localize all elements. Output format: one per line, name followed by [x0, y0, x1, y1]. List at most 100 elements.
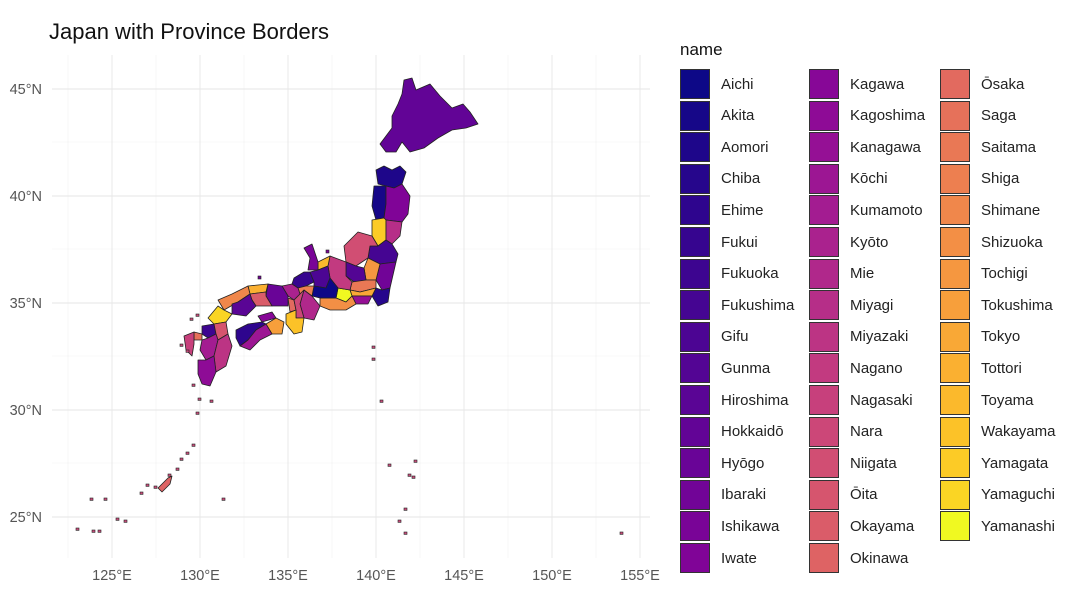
- legend-label: Miyagi: [850, 296, 894, 314]
- legend-swatch: [680, 258, 710, 289]
- legend-swatch: [940, 511, 970, 542]
- legend-label: Aichi: [721, 75, 754, 93]
- legend-swatch: [809, 416, 839, 447]
- legend-item: Saga: [940, 100, 1017, 131]
- legend-swatch: [940, 163, 970, 194]
- legend-item: Ehime: [680, 195, 764, 226]
- legend-item: Miyagi: [809, 290, 894, 321]
- legend-swatch: [940, 195, 970, 226]
- legend-label: Fukui: [721, 233, 758, 251]
- legend-label: Kumamoto: [850, 201, 923, 219]
- region-kochi[interactable]: [239, 323, 273, 351]
- legend-swatch: [680, 195, 710, 226]
- legend-swatch: [940, 448, 970, 479]
- legend-swatch: [680, 163, 710, 194]
- region-hiroshima[interactable]: [231, 293, 257, 317]
- legend-item: Mie: [809, 258, 874, 289]
- legend-item: Shiga: [940, 163, 1020, 194]
- legend-item: Gifu: [680, 321, 749, 352]
- legend-label: Tokushima: [981, 296, 1053, 314]
- legend-swatch: [940, 321, 970, 352]
- x-tick-label: 145°E: [444, 568, 484, 584]
- legend-swatch: [809, 385, 839, 415]
- legend-swatch: [809, 321, 839, 352]
- region-miyagi[interactable]: [385, 219, 403, 245]
- legend-label: Tokyo: [981, 328, 1021, 346]
- legend-item: Fukuoka: [680, 258, 779, 289]
- legend-swatch: [680, 543, 710, 573]
- legend-item: Toyama: [940, 385, 1034, 415]
- legend-label: Yamaguchi: [981, 486, 1055, 504]
- graticule-grid: [52, 55, 650, 558]
- region-kagoshima[interactable]: [197, 355, 217, 387]
- legend-label: Okinawa: [850, 549, 909, 567]
- legend-item: Yamagata: [940, 448, 1049, 479]
- legend-item: Kagawa: [809, 69, 904, 99]
- prefecture-regions[interactable]: [157, 77, 479, 493]
- legend-swatch: [809, 163, 839, 194]
- legend-label: Chiba: [721, 170, 761, 188]
- legend-swatch: [680, 448, 710, 479]
- region-ishikawa[interactable]: [303, 243, 319, 271]
- legend-item: Akita: [680, 100, 754, 131]
- legend-label: Saitama: [981, 138, 1037, 156]
- legend-label: Saga: [981, 107, 1017, 125]
- legend-item: Iwate: [680, 543, 757, 573]
- legend-item: Kōchi: [809, 163, 888, 194]
- legend-swatch: [940, 290, 970, 321]
- outlying-islands: [75, 249, 624, 535]
- legend-swatch: [940, 385, 970, 415]
- legend-label: Kōchi: [850, 170, 888, 188]
- x-tick-label: 150°E: [532, 568, 572, 584]
- legend-item: Nagano: [809, 353, 903, 384]
- legend-item: Fukushima: [680, 290, 794, 321]
- region-iwate[interactable]: [383, 183, 411, 223]
- region-wakayama[interactable]: [285, 309, 305, 335]
- legend-item: Gunma: [680, 353, 770, 384]
- legend-label: Niigata: [850, 454, 897, 472]
- region-aomori[interactable]: [375, 165, 407, 189]
- legend-swatch: [680, 385, 710, 415]
- legend-label: Nagano: [850, 359, 903, 377]
- region-akita[interactable]: [371, 185, 387, 221]
- legend-label: Yamagata: [981, 454, 1049, 472]
- region-hokkaido[interactable]: [379, 77, 479, 153]
- region-saga[interactable]: [193, 331, 203, 341]
- legend-item: Nagasaki: [809, 385, 913, 415]
- legend-swatch: [680, 479, 710, 510]
- region-aichi[interactable]: [311, 277, 339, 299]
- legend-label: Ōsaka: [981, 75, 1025, 93]
- legend-swatch: [809, 290, 839, 321]
- legend-label: Shimane: [981, 201, 1041, 219]
- legend-label: Kanagawa: [850, 138, 921, 156]
- legend-title: name: [680, 40, 723, 59]
- legend-item: Tokyo: [940, 321, 1021, 352]
- region-shizuoka[interactable]: [319, 295, 357, 311]
- legend-swatch: [680, 321, 710, 352]
- legend-swatch: [680, 290, 710, 321]
- legend-swatch: [809, 479, 839, 510]
- legend-swatch: [809, 511, 839, 542]
- legend-label: Hokkaidō: [721, 423, 784, 441]
- legend-swatch: [940, 132, 970, 163]
- legend-swatch: [680, 132, 710, 163]
- y-tick-label: 40°N: [10, 189, 42, 205]
- legend-label: Shiga: [981, 170, 1020, 188]
- legend-item: Chiba: [680, 163, 761, 194]
- legend-label: Kagawa: [850, 75, 905, 93]
- legend-label: Hiroshima: [721, 391, 789, 409]
- region-yamaguchi[interactable]: [207, 305, 233, 325]
- y-tick-label: 45°N: [10, 82, 42, 98]
- legend-item: Aomori: [680, 132, 769, 163]
- legend-swatch: [809, 543, 839, 573]
- legend-label: Shizuoka: [981, 233, 1043, 251]
- legend-swatch: [809, 100, 839, 131]
- legend-item: Okinawa: [809, 543, 908, 573]
- legend-label: Miyazaki: [850, 328, 909, 346]
- region-okinawa[interactable]: [157, 475, 173, 493]
- x-tick-label: 125°E: [92, 568, 132, 584]
- legend-label: Okayama: [850, 517, 915, 535]
- legend-label: Tottori: [981, 359, 1022, 377]
- legend-swatch: [680, 100, 710, 131]
- legend-label: Ibaraki: [721, 486, 767, 504]
